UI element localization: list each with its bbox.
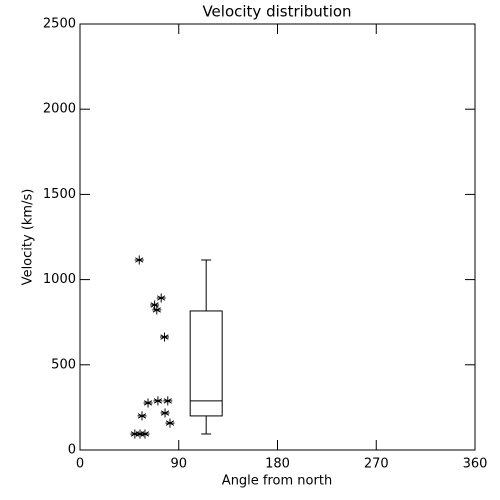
x-tick-label: 360 xyxy=(463,457,488,472)
point xyxy=(165,418,175,428)
point xyxy=(160,408,170,418)
point xyxy=(137,411,147,421)
box xyxy=(189,310,223,417)
y-tick-label: 0 xyxy=(68,443,76,458)
chart-title: Velocity distribution xyxy=(202,3,351,21)
plot-frame xyxy=(79,23,476,451)
point xyxy=(153,396,163,406)
point xyxy=(140,429,150,439)
point xyxy=(130,429,140,439)
x-tick-label: 270 xyxy=(364,457,389,472)
point xyxy=(143,398,153,408)
point xyxy=(156,293,166,303)
point xyxy=(134,255,144,265)
y-tick-label: 1000 xyxy=(43,272,76,287)
y-tick-label: 2500 xyxy=(43,17,76,32)
x-tick-label: 0 xyxy=(76,457,84,472)
y-tick-label: 1500 xyxy=(43,187,76,202)
y-tick-label: 500 xyxy=(51,357,76,372)
point xyxy=(159,332,169,342)
y-axis-label: Velocity (km/s) xyxy=(21,189,36,286)
point xyxy=(152,305,162,315)
x-tick-label: 180 xyxy=(265,457,290,472)
point xyxy=(135,429,145,439)
y-tick-label: 2000 xyxy=(43,102,76,117)
x-tick-label: 90 xyxy=(170,457,187,472)
point xyxy=(150,300,160,310)
point xyxy=(163,396,173,406)
x-axis-label: Angle from north xyxy=(222,474,332,489)
